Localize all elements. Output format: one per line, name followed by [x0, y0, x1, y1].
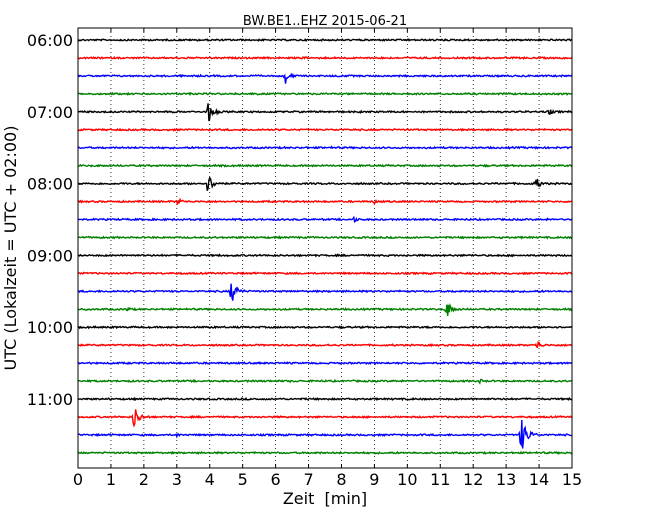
trace-line [77, 37, 573, 43]
trace-line [78, 325, 573, 330]
trace-line [77, 253, 573, 258]
trace-line [77, 283, 573, 301]
trace-line [77, 271, 573, 276]
x-tick-label: 10 [397, 470, 417, 489]
trace-line [77, 176, 573, 191]
trace-line [77, 103, 573, 122]
trace-line [77, 55, 573, 60]
x-tick-label: 14 [529, 470, 549, 489]
y-tick-label: 11:00 [27, 390, 73, 409]
x-tick-label: 11 [430, 470, 450, 489]
x-tick-label: 5 [238, 470, 248, 489]
trace-line [77, 450, 573, 456]
grid-lines [110, 28, 540, 468]
x-tick-label: 12 [463, 470, 483, 489]
trace-line [77, 235, 573, 240]
y-tick-label: 10:00 [27, 318, 73, 337]
y-tick-label: 07:00 [27, 103, 73, 122]
trace-line [77, 72, 573, 84]
chart-title: BW.BE1..EHZ 2015-06-21 [243, 14, 407, 29]
trace-line [77, 341, 573, 349]
trace-line [78, 419, 572, 449]
trace-line [77, 409, 573, 428]
x-tick-label: 7 [303, 470, 313, 489]
y-axis: 06:00 07:00 08:00 09:00 10:00 11:00 [27, 31, 82, 409]
x-axis-label: Zeit [min] [283, 489, 367, 508]
x-tick-label: 1 [106, 470, 116, 489]
trace-line [77, 360, 573, 366]
x-axis: 0 1 2 3 4 5 6 7 8 9 10 11 12 13 14 15 [73, 28, 582, 489]
y-axis-label: UTC (Lokalzeit = UTC + 02:00) [1, 126, 20, 371]
traces-group [77, 37, 573, 456]
trace-line [77, 378, 573, 385]
y-tick-label: 06:00 [27, 31, 73, 50]
x-tick-label: 6 [271, 470, 281, 489]
trace-line [77, 127, 573, 132]
x-tick-label: 3 [172, 470, 182, 489]
trace-line [77, 91, 573, 97]
trace-line [77, 163, 573, 168]
x-tick-label: 2 [139, 470, 149, 489]
x-tick-label: 0 [73, 470, 83, 489]
x-tick-label: 9 [369, 470, 379, 489]
x-tick-label: 4 [205, 470, 215, 489]
x-tick-label: 8 [336, 470, 346, 489]
trace-line [77, 145, 573, 150]
plot-frame [77, 27, 573, 469]
y-tick-label: 08:00 [27, 175, 73, 194]
x-tick-label: 13 [496, 470, 516, 489]
x-tick-label: 15 [562, 470, 582, 489]
trace-line [77, 396, 573, 402]
trace-line [77, 197, 573, 206]
y-tick-label: 09:00 [27, 246, 73, 265]
trace-line [77, 215, 573, 223]
trace-line [77, 302, 573, 317]
